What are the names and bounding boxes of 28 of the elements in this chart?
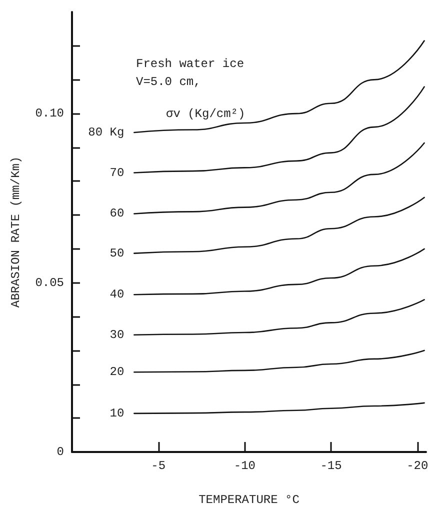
line-series [134, 299, 425, 336]
series-label: 80 Kg [88, 125, 124, 140]
y-tick-label: 0.10 [35, 106, 64, 121]
series-label: 50 [110, 246, 124, 260]
line-series [134, 248, 425, 296]
line-series [134, 196, 425, 254]
x-tick-label: -5 [151, 459, 166, 473]
line-series [134, 86, 425, 174]
series-label: 60 [110, 206, 124, 221]
x-tick-label: -15 [320, 459, 342, 473]
line-series [134, 402, 425, 414]
series-label: 70 [110, 166, 124, 180]
series-label: 10 [110, 406, 124, 420]
series-label: 30 [110, 328, 124, 342]
annotation: V=5.0 cm, [136, 75, 201, 89]
y-tick-label: 0.05 [35, 276, 64, 290]
x-tick-label: -20 [406, 459, 428, 473]
series-label: 40 [110, 288, 124, 302]
y-axis-title: ABRASION RATE (mm/Km) [9, 156, 23, 308]
annotation: Fresh water ice [136, 57, 244, 71]
annotation: σv (Kg/cm²) [166, 107, 246, 121]
x-axis-title: TEMPERATURE °C [198, 493, 300, 507]
series-label: 20 [110, 365, 124, 380]
line-series [134, 142, 425, 214]
x-tick-label: -10 [234, 459, 256, 473]
line-series [134, 40, 425, 134]
line-series [134, 350, 425, 373]
y-tick-label: 0 [56, 445, 64, 459]
